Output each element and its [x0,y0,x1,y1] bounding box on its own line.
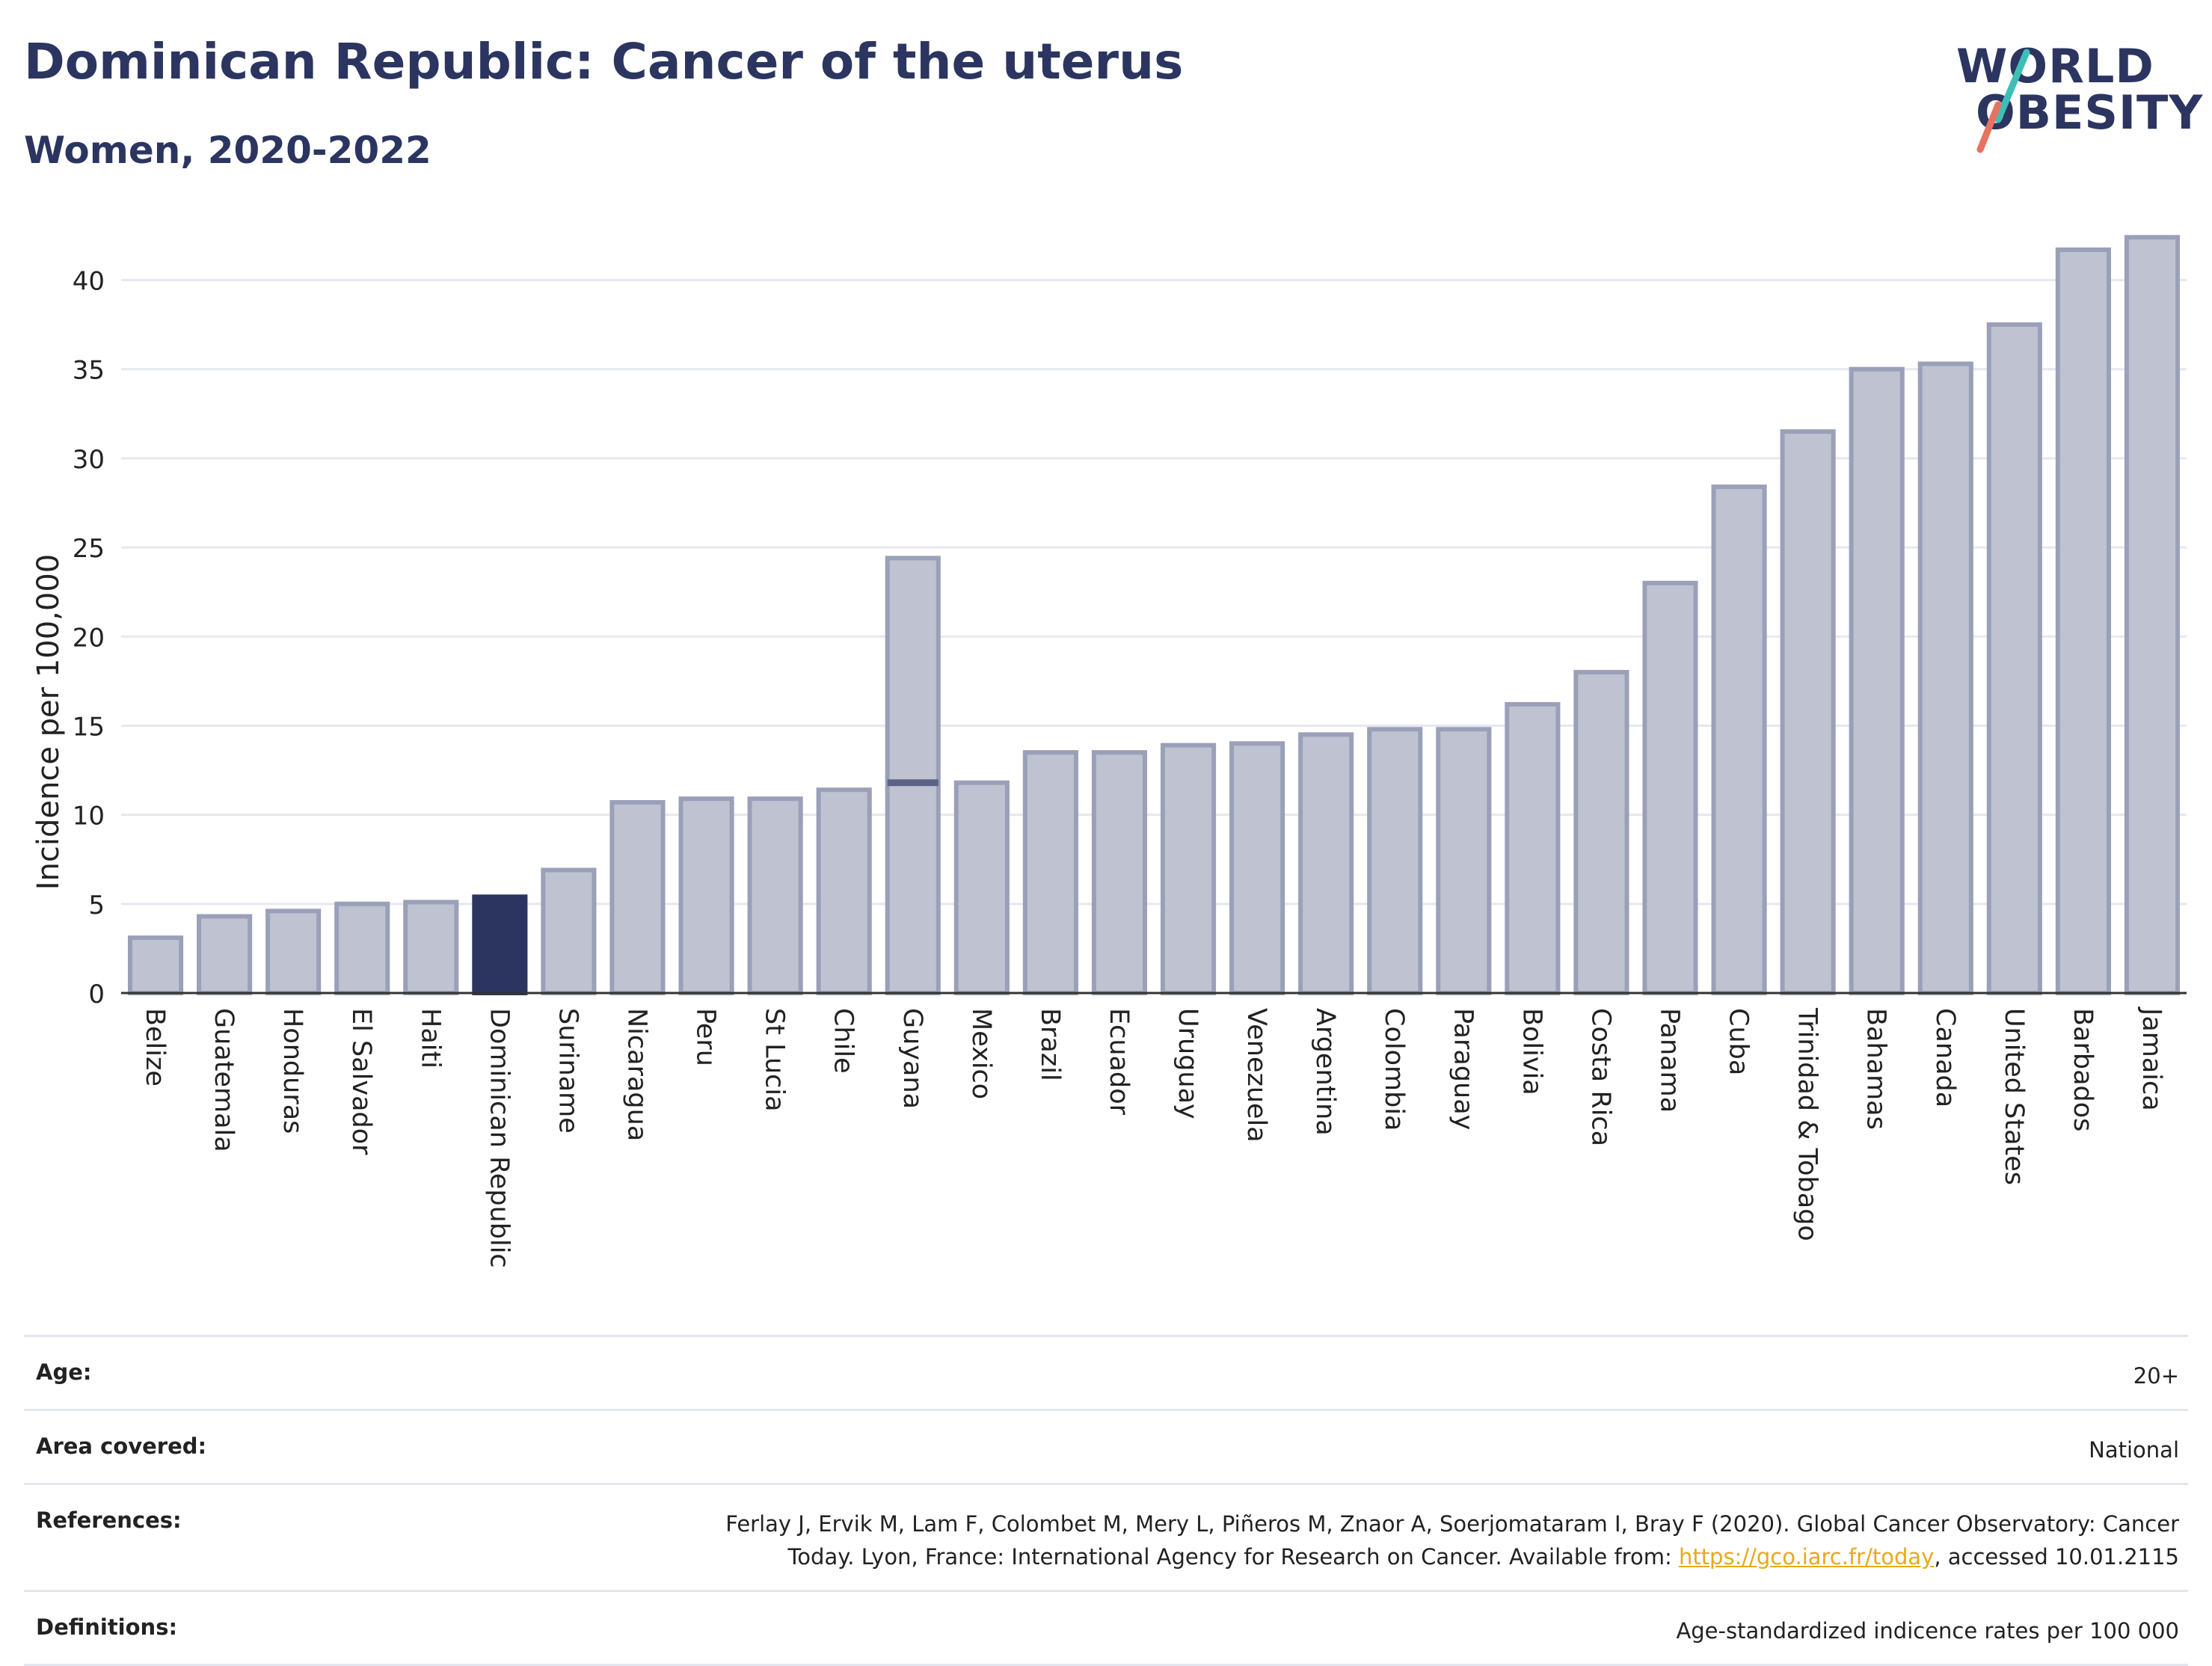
x-tick-label: St Lucia [760,1008,790,1112]
references-value: Ferlay J, Ervik M, Lam F, Colombet M, Me… [425,1507,2179,1573]
y-tick-label: 15 [73,712,105,742]
y-tick-label: 0 [88,980,105,1009]
y-tick-label: 30 [73,445,105,475]
y-tick-label: 40 [73,267,105,297]
world-obesity-logo: WORLD OBESITY [1937,22,2206,157]
x-tick-label: Guatemala [209,1008,239,1152]
age-label: Age: [36,1359,92,1385]
logo-line-2: OBESITY [1976,85,2204,140]
bar [1022,750,1078,996]
bar [1573,669,1629,995]
x-tick-label: Ecuador [1104,1008,1134,1116]
logo-line-1: WORLD [1956,39,2154,93]
x-tick-label: Trinidad & Tobago [1792,1007,1822,1241]
bar [885,556,941,995]
y-axis-label: Incidence per 100,000 [31,554,66,891]
bar [1091,750,1148,996]
x-tick-label: Bolivia [1517,1008,1546,1095]
bar [1780,429,1836,995]
x-tick-label: Peru [691,1008,721,1066]
bar [1298,732,1354,995]
x-tick-label: Canada [1930,1008,1960,1107]
bar [678,796,734,996]
x-tick-label: Venezuela [1241,1008,1271,1143]
x-tick-label: Costa Rica [1585,1008,1615,1146]
x-tick-label: Uruguay [1173,1008,1202,1119]
x-tick-label: Nicaragua [622,1008,652,1141]
x-tick-label: Chile [829,1008,858,1074]
x-tick-label: Argentina [1310,1008,1340,1136]
x-tick-label: Paraguay [1448,1008,1478,1130]
y-tick-label: 10 [73,802,105,832]
bar [127,935,184,995]
references-label: References: [36,1507,182,1533]
bar [334,901,390,996]
references-text-1: Ferlay J, Ervik M, Lam F, Colombet M, Me… [725,1511,2179,1537]
logo-slash-icon [1976,49,2030,153]
definitions-value: Age-standardized indicence rates per 100… [1676,1618,2179,1644]
x-tick-label: Bahamas [1861,1008,1891,1130]
y-tick-label: 35 [73,356,105,386]
bar [1505,701,1561,995]
x-tick-label: Barbados [2068,1008,2098,1131]
x-tick-label: Suriname [553,1008,583,1134]
meta-row-area: Area covered: National [24,1409,2188,1483]
meta-row-age: Age: 20+ [24,1335,2188,1409]
bar-chart: 0 5 10 15 20 25 30 35 40 Incidence per 100,000 Bel… [31,235,2187,1268]
x-tick-label: Cuba [1724,1008,1754,1075]
bar [1436,727,1492,995]
bar [1642,580,1698,995]
age-value: 20+ [2133,1363,2179,1389]
metadata-table: Age: 20+ Area covered: National Referenc… [24,1335,2188,1666]
references-text-3: , accessed 10.01.2115 [1934,1544,2179,1570]
bar [1160,743,1217,995]
page-subtitle: Women, 2020-2022 [24,129,431,172]
bar [2055,247,2111,996]
area-value: National [2089,1437,2179,1463]
meta-row-references: References: Ferlay J, Ervik M, Lam F, Co… [24,1483,2188,1590]
x-tick-label: Panama [1655,1008,1685,1113]
x-tick-label: Colombia [1379,1008,1409,1131]
x-tick-label: Jamaica [2136,1006,2166,1111]
bar [541,867,597,996]
bar [953,780,1010,996]
x-tick-label: Guyana [897,1008,927,1109]
x-tick-label: Haiti [415,1008,445,1069]
definitions-label: Definitions: [36,1614,178,1640]
bar [609,799,666,996]
bar [1711,485,1767,995]
bar [1849,366,1905,995]
bar [816,787,872,996]
y-tick-label: 20 [73,623,105,653]
y-tick-label: 5 [88,891,105,920]
x-tick-label: Honduras [277,1008,307,1134]
bar [197,914,253,995]
bar [1367,727,1423,995]
bar [1229,741,1285,995]
bar [265,909,322,996]
references-link[interactable]: https://gco.iarc.fr/today [1678,1544,1935,1570]
references-text-2: Today. Lyon, France: International Agenc… [787,1544,1679,1570]
y-tick-label: 25 [73,534,105,564]
x-tick-label: United States [1999,1008,2029,1185]
bar [472,894,528,995]
x-tick-label: El Salvador [346,1008,376,1155]
page-title: Dominican Republic: Cancer of the uterus [24,33,1184,90]
x-tick-label: Brazil [1035,1008,1065,1081]
bar [747,796,803,996]
x-tick-label: Belize [140,1008,170,1086]
x-tick-label: Mexico [966,1008,996,1099]
x-tick-label: Dominican Republic [484,1008,514,1268]
bar [1917,361,1973,995]
area-label: Area covered: [36,1433,207,1459]
bar [2124,235,2181,996]
bar [1986,322,2042,995]
bar [403,900,459,995]
